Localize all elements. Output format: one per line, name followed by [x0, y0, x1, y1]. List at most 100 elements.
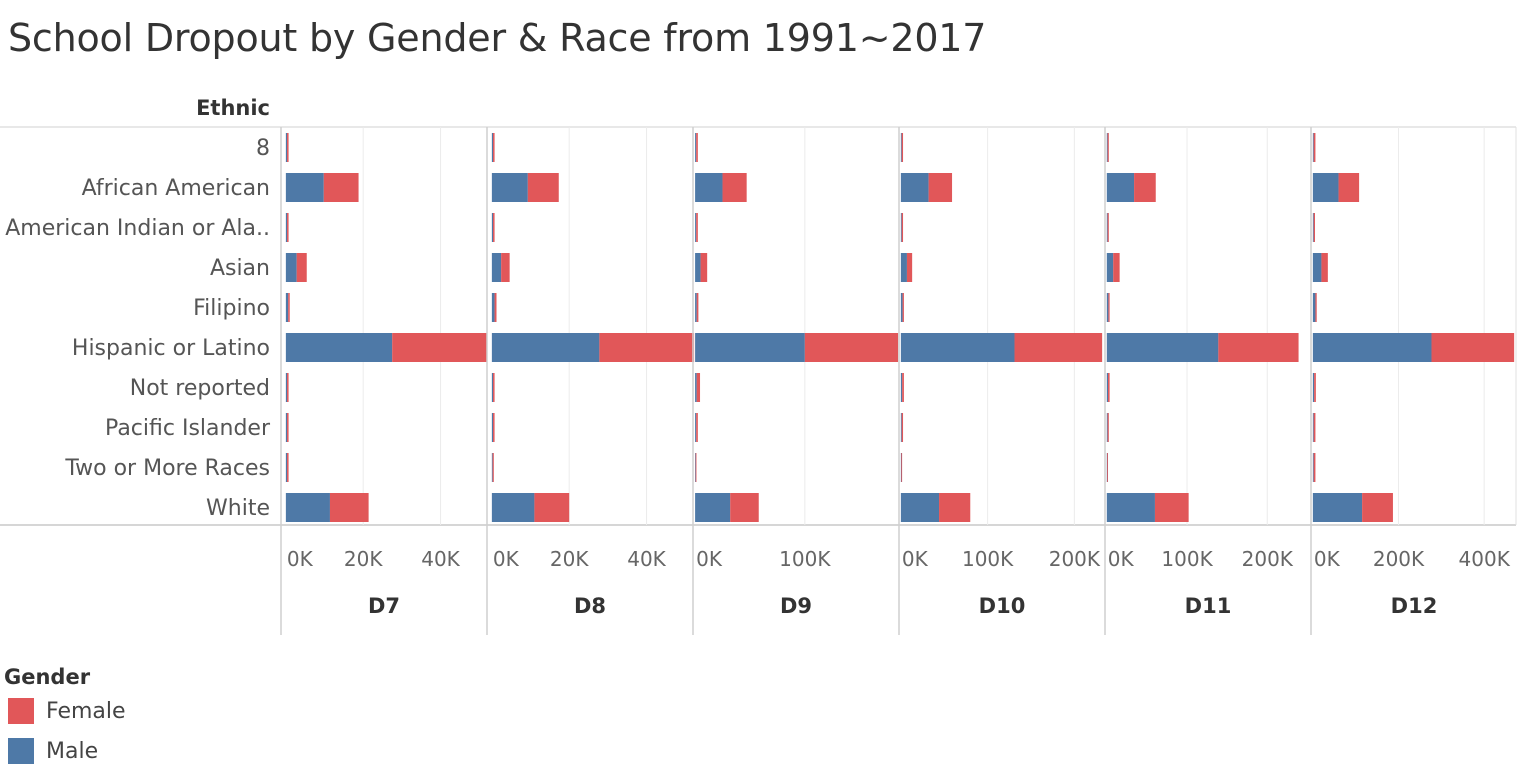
- bar-d10-hispanic-or-latino-male: [900, 333, 1015, 362]
- bar-d7-filipino-male: [285, 293, 289, 322]
- bar-d9-not-reported-male: [695, 373, 697, 402]
- bar-d8-african-american-male: [491, 173, 528, 202]
- bar-d9-pacific-islander-male: [695, 413, 697, 442]
- tick-label-d12-2: 400K: [1459, 547, 1511, 571]
- bar-d8-white-male: [491, 493, 535, 522]
- tick-label-d12-1: 200K: [1373, 547, 1425, 571]
- bar-d9-white-male: [695, 493, 731, 522]
- bar-d11-asian-female: [1113, 253, 1120, 282]
- bar-d11-african-american-male: [1106, 173, 1135, 202]
- legend-item-male[interactable]: Male: [8, 738, 98, 764]
- panel-label-d9: D9: [780, 594, 812, 618]
- bar-d8-two-or-more-races-female: [492, 453, 494, 482]
- legend-title: Gender: [4, 665, 91, 689]
- bar-d7-8-female: [287, 133, 289, 162]
- bar-d7-hispanic-or-latino-female: [392, 333, 487, 362]
- bar-d7-african-american-male: [285, 173, 324, 202]
- bar-d9-asian-female: [700, 253, 708, 282]
- panel-label-d10: D10: [979, 594, 1026, 618]
- bar-d8-african-american-female: [527, 173, 559, 202]
- bar-d11-african-american-female: [1134, 173, 1156, 202]
- bar-d7-not-reported-female: [287, 373, 289, 402]
- tick-label-d11-2: 200K: [1242, 547, 1294, 571]
- tick-label-d12-0: 0K: [1314, 547, 1341, 571]
- tick-label-d7-2: 40K: [421, 547, 460, 571]
- tick-label-d11-0: 0K: [1108, 547, 1135, 571]
- tick-label-d7-0: 0K: [287, 547, 314, 571]
- panel-label-d8: D8: [574, 594, 606, 618]
- bar-d8-not-reported-male: [491, 373, 494, 402]
- bar-d9-hispanic-or-latino-female: [804, 333, 899, 362]
- bar-d9-white-female: [730, 493, 759, 522]
- bar-d9-american-indian-or-ala-male: [695, 213, 697, 242]
- tick-label-d10-2: 200K: [1049, 547, 1101, 571]
- bar-d7-white-male: [285, 493, 330, 522]
- tick-label-d10-0: 0K: [902, 547, 929, 571]
- bar-d12-african-american-male: [1312, 173, 1339, 202]
- bar-d8-pacific-islander-male: [491, 413, 494, 442]
- row-label-white: White: [206, 496, 270, 521]
- bar-d10-8-female: [901, 133, 904, 162]
- bar-d12-white-male: [1312, 493, 1363, 522]
- row-axis-header: Ethnic: [196, 96, 270, 120]
- bar-d9-8-male: [695, 133, 697, 162]
- bar-d8-hispanic-or-latino-male: [491, 333, 600, 362]
- row-label-not-reported: Not reported: [130, 376, 270, 401]
- bar-d11-pacific-islander-male: [1106, 413, 1108, 442]
- bar-d11-not-reported-female: [1108, 373, 1110, 402]
- bar-d9-two-or-more-races-female: [695, 453, 697, 482]
- bar-d7-african-american-female: [323, 173, 359, 202]
- bar-d11-filipino-male: [1106, 293, 1109, 322]
- bar-d8-two-or-more-races-male: [491, 453, 493, 482]
- row-label-american-indian-or-ala: American Indian or Ala..: [5, 216, 270, 241]
- bar-d10-not-reported-female: [902, 373, 904, 402]
- bar-d9-two-or-more-races-male: [695, 453, 696, 482]
- bar-d12-white-female: [1362, 493, 1393, 522]
- bar-d10-white-male: [900, 493, 940, 522]
- panel-label-d12: D12: [1391, 594, 1438, 618]
- bar-d7-pacific-islander-male: [285, 413, 288, 442]
- bar-d12-8-male: [1312, 133, 1314, 162]
- row-label-hispanic-or-latino: Hispanic or Latino: [72, 336, 270, 361]
- bar-d11-filipino-female: [1108, 293, 1110, 322]
- bar-d9-filipino-male: [695, 293, 697, 322]
- bar-d10-not-reported-male: [900, 373, 903, 402]
- bar-d7-pacific-islander-female: [287, 413, 289, 442]
- bar-d8-8-male: [491, 133, 494, 162]
- bar-d8-hispanic-or-latino-female: [599, 333, 695, 362]
- bar-d12-african-american-female: [1338, 173, 1360, 202]
- row-label-pacific-islander: Pacific Islander: [105, 416, 271, 441]
- bar-d10-hispanic-or-latino-female: [1014, 333, 1103, 362]
- bar-d10-asian-female: [906, 253, 913, 282]
- bar-d7-8-male: [285, 133, 288, 162]
- bar-d9-hispanic-or-latino-male: [695, 333, 805, 362]
- tick-label-d10-1: 100K: [962, 547, 1014, 571]
- legend-swatch-female: [8, 698, 34, 724]
- row-label-asian: Asian: [210, 256, 270, 281]
- legend-item-female[interactable]: Female: [8, 698, 126, 724]
- bar-d11-white-male: [1106, 493, 1155, 522]
- bar-d7-american-indian-or-ala-female: [287, 213, 289, 242]
- bar-d11-8-female: [1107, 133, 1109, 162]
- tick-label-d8-0: 0K: [493, 547, 520, 571]
- bar-d10-african-american-male: [900, 173, 929, 202]
- bar-d10-african-american-female: [928, 173, 953, 202]
- legend-swatch-male: [8, 738, 34, 764]
- tick-label-d8-2: 40K: [627, 547, 666, 571]
- legend-label-female: Female: [46, 698, 126, 724]
- tick-label-d8-1: 20K: [550, 547, 589, 571]
- bar-d8-filipino-male: [491, 293, 495, 322]
- bar-d7-asian-male: [285, 253, 297, 282]
- bar-d11-two-or-more-races-male: [1106, 453, 1108, 482]
- bar-d7-not-reported-male: [285, 373, 288, 402]
- bar-d11-white-female: [1154, 493, 1189, 522]
- bar-d12-hispanic-or-latino-male: [1312, 333, 1432, 362]
- bar-d8-8-female: [493, 133, 495, 162]
- bar-d11-american-indian-or-ala-female: [1107, 213, 1109, 242]
- bar-d12-pacific-islander-male: [1312, 413, 1314, 442]
- bar-d12-american-indian-or-ala-female: [1313, 213, 1315, 242]
- chart-title: School Dropout by Gender & Race from 199…: [8, 16, 987, 60]
- tick-label-d9-1: 100K: [779, 547, 831, 571]
- bar-d7-asian-female: [296, 253, 307, 282]
